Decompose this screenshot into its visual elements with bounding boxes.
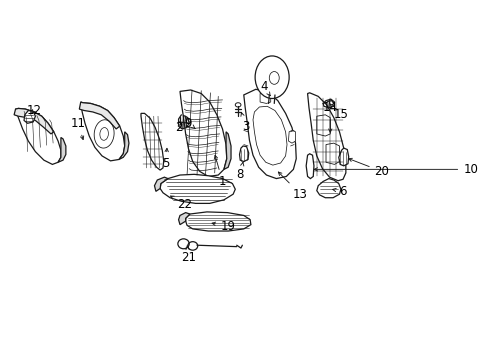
Ellipse shape [255, 56, 289, 99]
Text: 3: 3 [241, 113, 249, 132]
Polygon shape [186, 212, 251, 231]
Polygon shape [253, 106, 287, 165]
Polygon shape [308, 93, 346, 181]
Polygon shape [240, 146, 249, 162]
Text: 15: 15 [330, 104, 348, 121]
Text: 13: 13 [278, 172, 308, 201]
Polygon shape [160, 174, 235, 203]
Polygon shape [381, 148, 389, 162]
Text: 12: 12 [26, 104, 42, 117]
Text: 19: 19 [212, 220, 236, 233]
Polygon shape [306, 154, 314, 179]
Polygon shape [317, 179, 341, 198]
Polygon shape [178, 213, 190, 225]
Text: 1: 1 [214, 155, 226, 188]
Text: 5: 5 [162, 148, 170, 170]
Text: 18: 18 [0, 359, 1, 360]
Polygon shape [339, 148, 349, 166]
Text: 9: 9 [185, 117, 195, 130]
Text: 10: 10 [314, 163, 478, 176]
Text: 8: 8 [237, 162, 244, 181]
Polygon shape [81, 102, 124, 161]
Polygon shape [14, 108, 54, 134]
Polygon shape [141, 113, 164, 170]
Polygon shape [79, 102, 120, 129]
Polygon shape [244, 89, 296, 179]
Text: 17: 17 [0, 359, 1, 360]
Text: 20: 20 [349, 158, 390, 178]
Polygon shape [224, 132, 231, 169]
Polygon shape [154, 177, 168, 192]
Text: 6: 6 [333, 185, 347, 198]
Text: 21: 21 [181, 246, 196, 265]
Text: 7: 7 [0, 359, 1, 360]
Polygon shape [16, 108, 61, 165]
Text: 11: 11 [71, 117, 85, 140]
Polygon shape [289, 130, 295, 143]
Polygon shape [119, 132, 129, 159]
Polygon shape [317, 115, 330, 136]
Text: 14: 14 [323, 101, 338, 132]
Text: 16: 16 [0, 359, 1, 360]
Polygon shape [58, 138, 66, 162]
Text: 2: 2 [175, 121, 183, 134]
Text: 22: 22 [171, 196, 193, 211]
Polygon shape [180, 90, 227, 176]
Polygon shape [326, 143, 340, 165]
Polygon shape [24, 111, 35, 123]
Polygon shape [260, 92, 270, 103]
Text: 4: 4 [260, 80, 270, 96]
